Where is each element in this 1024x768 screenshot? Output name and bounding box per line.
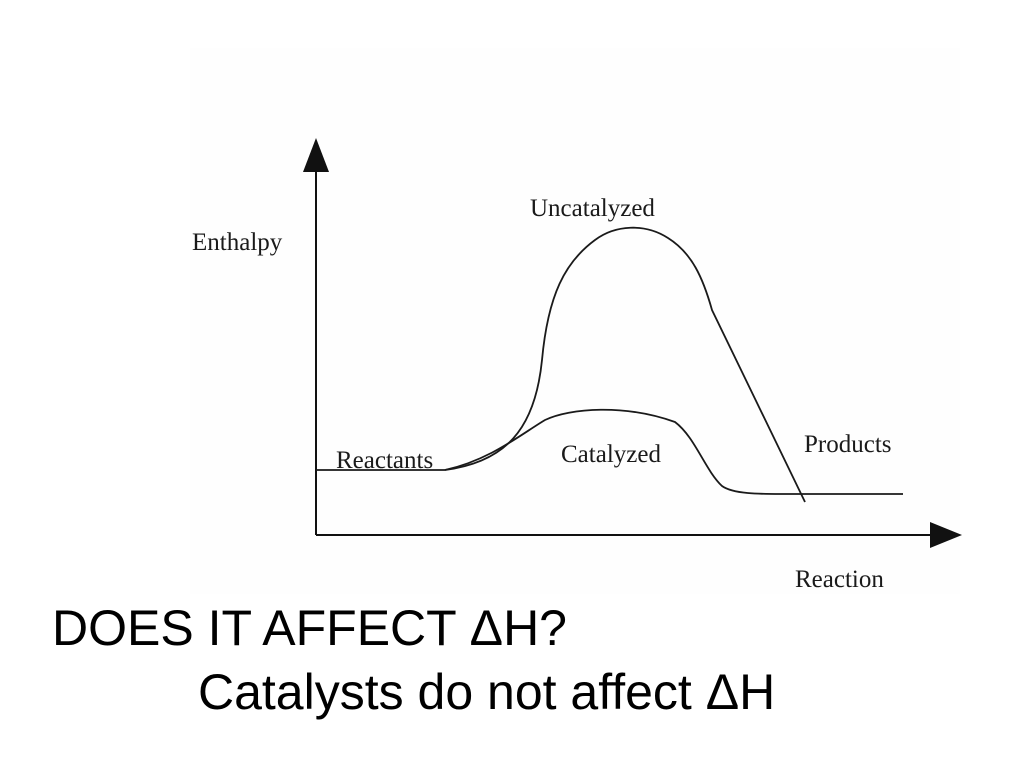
uncatalyzed-curve: [444, 226, 806, 503]
x-axis-arrow-icon: [930, 522, 962, 548]
catalyzed-label: Catalyzed: [561, 441, 661, 468]
slide-statement: Catalysts do not affect ΔH: [198, 664, 776, 720]
catalyzed-curve: [444, 408, 781, 495]
uncatalyzed-label: Uncatalyzed: [530, 195, 655, 222]
y-axis-label: Enthalpy: [192, 229, 283, 256]
x-axis-label: Reaction: [795, 566, 884, 593]
reactants-label: Reactants: [336, 447, 433, 474]
y-axis-arrow-icon: [303, 138, 329, 172]
slide-title: DOES IT AFFECT ΔH?: [52, 600, 567, 656]
figure-panel: [190, 48, 960, 594]
products-label: Products: [804, 431, 892, 458]
